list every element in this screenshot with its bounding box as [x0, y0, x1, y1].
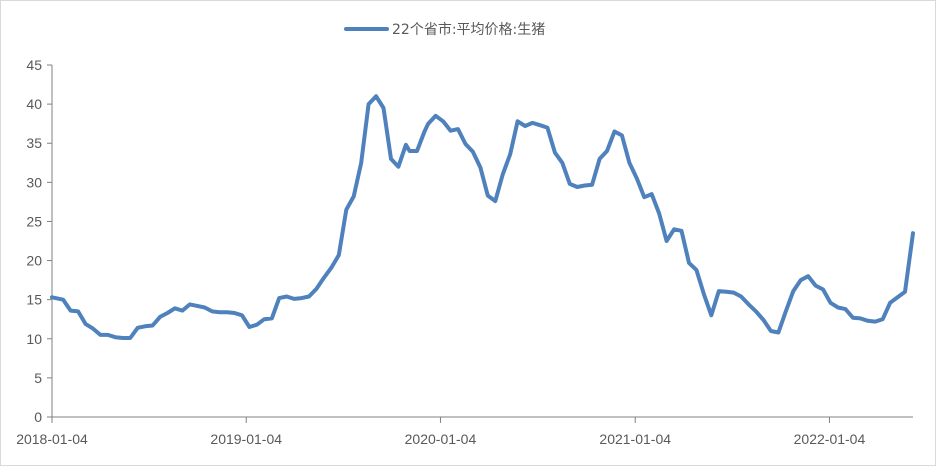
series-layer: [50, 94, 915, 340]
y-tick-label: 20: [26, 253, 42, 269]
y-axis: 0 5 10 15 20 25 30 35 40 45: [26, 57, 53, 425]
x-axis: 2018-01-04 2019-01-04 2020-01-04 2021-01-04…: [16, 416, 913, 447]
y-tick-label: 5: [34, 370, 42, 386]
y-tick-label: 40: [26, 96, 42, 112]
series-line: [50, 94, 915, 340]
x-tick-label: 2019-01-04: [210, 431, 282, 447]
y-tick-label: 0: [34, 409, 42, 425]
y-tick-label: 15: [26, 292, 42, 308]
y-tick-label: 30: [26, 174, 42, 190]
legend-label: 22个省市:平均价格:生猪: [392, 21, 545, 38]
x-tick-label: 2020-01-04: [405, 431, 477, 447]
y-tick-label: 45: [26, 57, 42, 73]
y-tick-label: 10: [26, 331, 42, 347]
x-tick-label: 2022-01-04: [794, 431, 866, 447]
x-tick-label: 2018-01-04: [16, 431, 88, 447]
x-tick-label: 2021-01-04: [599, 431, 671, 447]
y-tick-label: 35: [26, 135, 42, 151]
legend: 22个省市:平均价格:生猪: [344, 21, 545, 38]
y-tick-label: 25: [26, 213, 42, 229]
